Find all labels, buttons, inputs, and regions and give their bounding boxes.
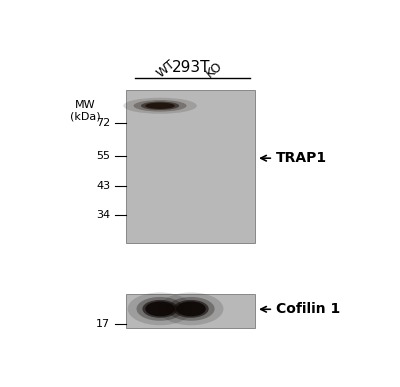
Bar xyxy=(126,294,254,328)
Ellipse shape xyxy=(134,100,186,111)
Text: TRAP1: TRAP1 xyxy=(276,151,328,165)
Ellipse shape xyxy=(145,301,175,316)
Bar xyxy=(126,90,254,243)
Ellipse shape xyxy=(123,98,197,114)
Text: KO: KO xyxy=(204,60,225,81)
Ellipse shape xyxy=(173,300,209,318)
Text: 55: 55 xyxy=(96,151,110,161)
Ellipse shape xyxy=(136,297,184,321)
Text: 34: 34 xyxy=(96,210,110,220)
Text: 17: 17 xyxy=(96,319,110,329)
Text: Cofilin 1: Cofilin 1 xyxy=(276,302,340,316)
Ellipse shape xyxy=(176,301,206,316)
Text: 72: 72 xyxy=(96,118,110,128)
Ellipse shape xyxy=(141,101,179,110)
Text: MW
(kDa): MW (kDa) xyxy=(70,100,101,122)
Ellipse shape xyxy=(128,293,192,325)
Text: 293T: 293T xyxy=(172,60,210,75)
Ellipse shape xyxy=(159,293,224,325)
Ellipse shape xyxy=(142,300,178,318)
Text: 43: 43 xyxy=(96,182,110,191)
Ellipse shape xyxy=(145,103,175,109)
Ellipse shape xyxy=(168,297,215,321)
Text: WT: WT xyxy=(154,58,178,81)
